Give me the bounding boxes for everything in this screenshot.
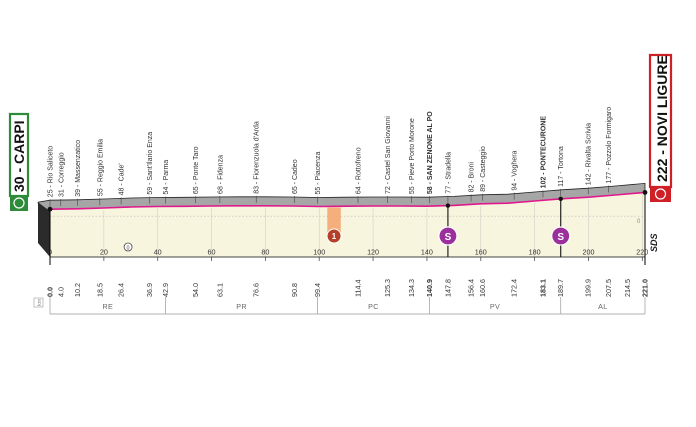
town-km-label: 172.4 — [510, 279, 519, 297]
x-tick-label: 60 — [208, 248, 216, 257]
town-km-label: 147.8 — [443, 279, 452, 297]
region-label: AL — [598, 302, 607, 311]
start-badge: 30 - CARPI — [8, 112, 30, 211]
town-label: 64 - Rottofreno — [356, 147, 363, 194]
sprint-icon — [438, 226, 458, 246]
finish-dot — [642, 190, 648, 195]
finish-label: 222 - NOVI LIGURE — [654, 55, 670, 182]
town-km-label: 99.4 — [313, 283, 322, 297]
x-tick-label: 80 — [261, 248, 269, 257]
feed-zone-icon — [326, 228, 342, 244]
town-label: 82 - Broni — [469, 162, 476, 193]
town-km-label: 189.7 — [556, 279, 565, 297]
finish-badge: 222 - NOVI LIGURE — [648, 53, 673, 202]
town-km-label: 140.9 — [425, 279, 434, 297]
town-km-label: 42.9 — [161, 283, 170, 297]
finish-icon — [654, 188, 667, 200]
town-label: 25 - Rio Saliceto — [48, 146, 55, 197]
x-tick-label: 120 — [367, 248, 379, 257]
start-icon — [13, 197, 25, 209]
km-marker-label: 0 — [127, 246, 130, 252]
town-km-label: 214.5 — [623, 279, 632, 297]
town-km-label: 36.9 — [145, 283, 154, 297]
x-tick-label: 20 — [100, 248, 108, 257]
town-km-label: 160.6 — [478, 279, 487, 297]
town-km-label: 63.1 — [215, 283, 224, 297]
town-km-label: 114.4 — [354, 280, 363, 297]
units-box — [33, 297, 44, 308]
town-km-label: 134.3 — [407, 279, 416, 297]
town-km-label: 90.8 — [290, 283, 299, 297]
start-dot — [47, 206, 53, 212]
sprint-icon — [551, 226, 571, 246]
town-label: 55 - Piacenza — [315, 152, 322, 195]
x-tick-label: 40 — [154, 248, 162, 257]
x-tick-label: 140 — [421, 248, 433, 257]
town-label: 117 - Tortona — [558, 146, 565, 187]
town-km-label: 125.3 — [383, 279, 392, 297]
town-km-label: 183.1 — [538, 279, 547, 297]
x-tick-label: 160 — [475, 248, 487, 257]
town-label: 142 - Rivalta Scrivia — [586, 123, 593, 185]
town-km-label: 26.4 — [117, 283, 126, 297]
town-km-label: 18.5 — [95, 283, 104, 297]
x-tick-label: 220 — [636, 248, 648, 257]
km-marker-icon — [123, 242, 133, 252]
town-km-label: 207.5 — [604, 279, 613, 297]
town-km-label: 4.0 — [56, 287, 65, 297]
start-badge-bottom — [10, 195, 28, 211]
town-label: 39 - Massenzatico — [75, 140, 82, 197]
units-label: km — [37, 298, 43, 306]
town-label: 102 - PONTECURONE — [540, 116, 547, 189]
finish-badge-bottom — [650, 186, 671, 202]
sprint-label: S — [445, 232, 452, 243]
region-label: PR — [236, 302, 247, 311]
town-km-label: 10.2 — [73, 283, 82, 297]
terrain-edge — [38, 202, 50, 257]
town-label: 58 - SAN ZENONE AL PO — [427, 111, 434, 194]
town-km-label: 76.6 — [252, 283, 261, 297]
town-km-label: 0.0 — [46, 287, 55, 297]
region-label: PV — [490, 302, 500, 311]
town-label: 89 - Casteggio — [480, 146, 487, 192]
town-label: 65 - Ponte Taro — [193, 146, 200, 194]
town-label: 55 - Pieve Porto Morone — [409, 118, 416, 194]
x-tick-label: 100 — [313, 248, 325, 257]
town-label: 65 - Cadeo — [292, 159, 299, 194]
feed-zone-label: 1 — [332, 232, 337, 241]
region-label: RE — [102, 302, 113, 311]
town-label: 177 - Pozzolo Formigaro — [606, 107, 613, 184]
x-tick-label: 200 — [582, 248, 594, 257]
plot-area: 0 20 40 60 80 100 120 140 160 180 200 220 1 0 25 - Rio… — [33, 107, 659, 315]
town-km-label: 221.0 — [641, 279, 650, 297]
axis-zero-label: 0 — [637, 219, 641, 225]
region-label: PC — [368, 302, 379, 311]
profile-area — [50, 192, 645, 257]
profile-line — [49, 191, 646, 210]
town-label: 48 - Cade' — [119, 163, 126, 195]
x-tick-label: 180 — [529, 248, 541, 257]
town-label: 55 - Reggio Emilia — [97, 139, 104, 196]
town-label: 83 - Fiorenzuola d'Arda — [254, 121, 261, 194]
town-label: 54 - Parma — [163, 160, 170, 195]
start-label: 30 - CARPI — [11, 120, 27, 192]
town-label: 77 - Stradella — [445, 152, 452, 194]
town-km-label: 199.9 — [584, 279, 593, 297]
sprint-label: S — [557, 232, 564, 243]
town-label: 59 - Sant'Ilario Enza — [147, 132, 154, 195]
town-km-label: 54.0 — [191, 283, 200, 297]
brand-mark: SDS — [649, 233, 659, 252]
town-km-label: 156.4 — [467, 279, 476, 297]
town-label: 94 - Voghera — [512, 150, 519, 190]
town-label: 31 - Correggio — [58, 152, 65, 197]
town-label: 72 - Castel San Giovanni — [385, 116, 392, 194]
town-label: 68 - Fidenza — [217, 155, 224, 194]
